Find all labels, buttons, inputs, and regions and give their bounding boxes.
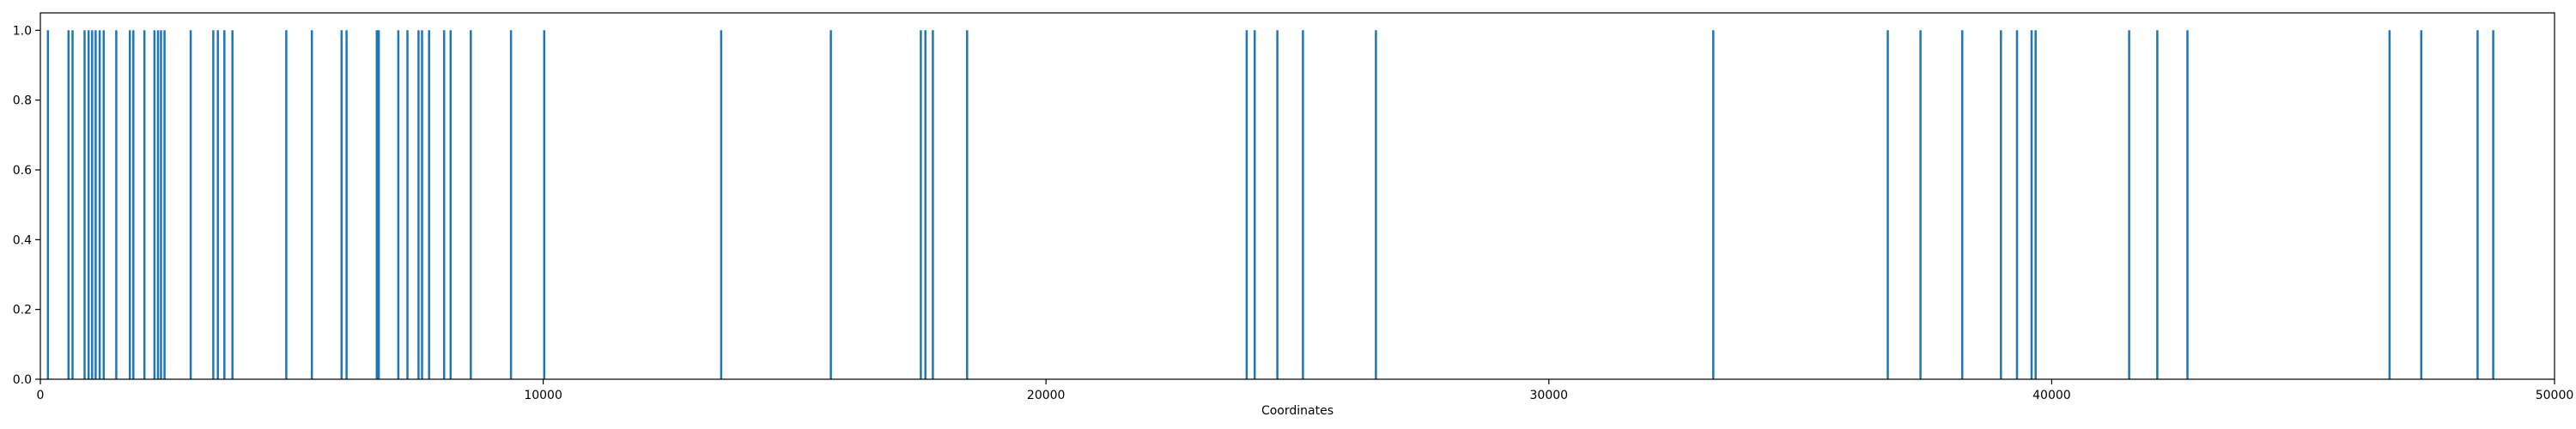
y-tick-label-0: 0.0	[13, 373, 32, 387]
x-tick-label-0: 0	[37, 389, 45, 402]
x-axis-ticks: 0 10000 20000 30000 40000 50000	[37, 379, 2574, 402]
x-tick-label-2: 20000	[1027, 389, 1066, 402]
x-tick-label-1: 10000	[524, 389, 562, 402]
x-tick-label-3: 30000	[1530, 389, 1569, 402]
y-tick-label-1: 0.2	[13, 304, 32, 317]
x-axis-label: Coordinates	[1261, 404, 1334, 418]
x-tick-label-4: 40000	[2032, 389, 2071, 402]
y-tick-label-2: 0.4	[13, 233, 32, 247]
y-tick-label-5: 1.0	[13, 24, 32, 38]
x-tick-label-5: 50000	[2536, 389, 2574, 402]
bars	[46, 30, 2494, 379]
y-tick-label-4: 0.8	[13, 94, 32, 108]
plot-frame	[39, 12, 2555, 380]
y-tick-label-3: 0.6	[13, 164, 32, 178]
y-axis-ticks: 0.0 0.2 0.4 0.6 0.8 1.0	[13, 24, 40, 387]
